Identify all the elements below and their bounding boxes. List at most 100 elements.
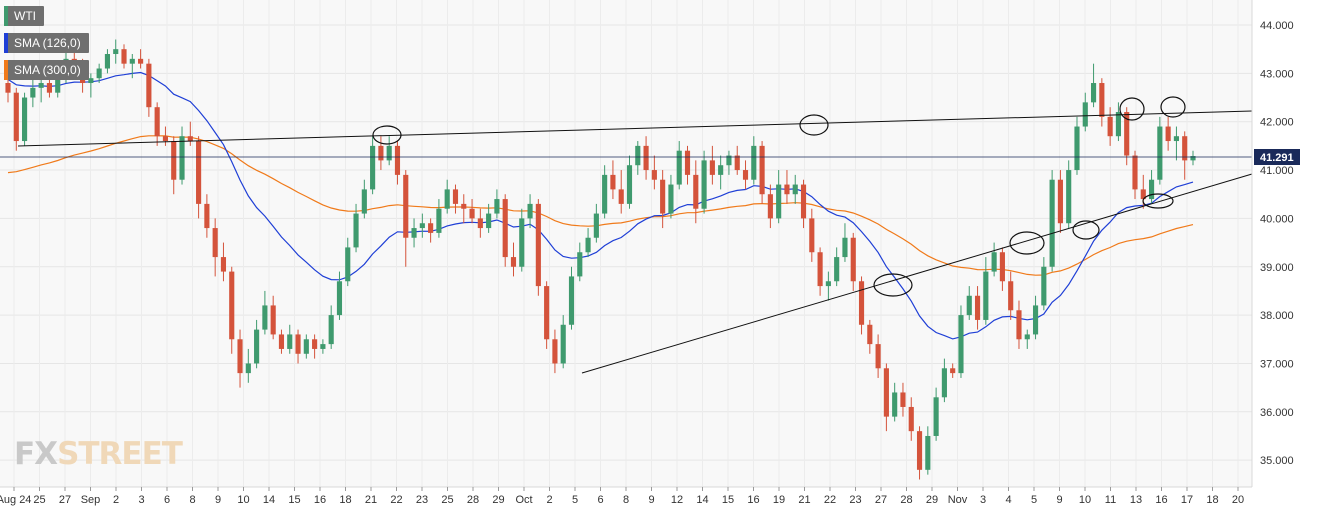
candle-up <box>22 97 28 142</box>
candle-up <box>1032 305 1039 335</box>
legend-symbol-swatch <box>4 6 8 26</box>
x-tick-label: 11 <box>1105 494 1116 506</box>
candle-up <box>842 237 848 258</box>
candle-up <box>386 145 392 161</box>
x-tick-label: 9 <box>648 494 654 506</box>
touch-circle-7 <box>1160 96 1186 118</box>
legend-sma-126-label: SMA (126,0) <box>14 36 81 50</box>
touch-circle-5 <box>1072 220 1100 240</box>
last-price-tag-bg <box>1254 149 1300 165</box>
candle-down <box>138 58 144 64</box>
x-tick-label: 18 <box>1206 494 1218 506</box>
candle-up <box>602 174 608 214</box>
candle-down <box>212 228 218 258</box>
x-tick-label: 8 <box>189 494 195 506</box>
candle-up <box>676 150 682 185</box>
candle-up <box>38 83 44 88</box>
x-tick-label: 22 <box>824 494 836 506</box>
x-tick-label: 2 <box>546 494 552 506</box>
y-tick-label: 38.000 <box>1260 310 1294 322</box>
x-axis: Aug 24 25 27 Sep 2 3 6 8 9 10 14 15 16 18 21 22 23 25 28 29… <box>0 487 1244 506</box>
x-tick-label: 18 <box>339 494 351 506</box>
grid <box>0 0 1252 487</box>
candle-up <box>958 315 964 374</box>
candle-up <box>336 281 343 316</box>
candle-down <box>394 145 401 175</box>
candle-down <box>660 179 666 214</box>
x-tick-label: 16 <box>1155 494 1167 506</box>
candle-up <box>1090 83 1097 103</box>
y-tick-label: 36.000 <box>1260 407 1294 419</box>
x-tick-label: 22 <box>390 494 402 506</box>
x-tick-label: 5 <box>1031 494 1037 506</box>
candle-down <box>510 257 517 267</box>
candle-down <box>900 392 906 407</box>
candle-down <box>684 150 691 175</box>
candle-up <box>1066 170 1072 224</box>
candle-up <box>726 155 732 166</box>
candle-up <box>776 184 782 219</box>
candle-down <box>5 83 11 93</box>
candle-up <box>834 257 840 282</box>
candle-down <box>171 141 177 180</box>
x-tick-label: 25 <box>33 494 45 506</box>
x-tick-label: 19 <box>773 494 785 506</box>
x-tick-label: 27 <box>59 494 71 506</box>
annotations <box>0 96 1253 374</box>
candle-up <box>1024 334 1030 340</box>
candle-up <box>941 368 947 398</box>
candle-down <box>461 203 467 209</box>
candle-up <box>96 68 102 79</box>
candle-down <box>817 252 823 287</box>
x-tick-label: 2 <box>113 494 119 506</box>
candle-up <box>411 228 417 238</box>
candle-down <box>916 431 923 470</box>
candle-up <box>966 295 972 316</box>
x-tick-label: 10 <box>1079 494 1091 506</box>
y-tick-label: 42.000 <box>1260 117 1294 129</box>
y-tick-label: 44.000 <box>1260 20 1294 32</box>
candle-up <box>668 184 674 214</box>
candle-down <box>477 218 483 229</box>
candle-up <box>585 237 591 253</box>
y-tick-label: 43.000 <box>1260 68 1294 80</box>
x-tick-label: Sep <box>81 494 101 506</box>
x-tick-label: 10 <box>237 494 249 506</box>
candle-down <box>950 368 956 374</box>
candle-down <box>693 174 699 209</box>
x-tick-label: 9 <box>1056 494 1062 506</box>
candle-up <box>626 165 633 204</box>
legend-sma-300-label: SMA (300,0) <box>14 63 81 77</box>
candle-down <box>452 189 459 204</box>
candle-up <box>1115 112 1121 137</box>
candle-down <box>544 286 550 340</box>
candle-down <box>146 63 152 108</box>
candle-up <box>701 160 707 209</box>
legend-symbol-label: WTI <box>14 9 36 23</box>
candle-up <box>718 165 724 175</box>
x-tick-label: 14 <box>696 494 708 506</box>
legend-sma-126[interactable]: SMA (126,0) <box>4 33 89 53</box>
legend-sma-300[interactable]: SMA (300,0) <box>4 60 89 80</box>
candle-up <box>113 49 119 55</box>
legend-symbol[interactable]: WTI <box>4 6 44 26</box>
candle-down <box>13 92 19 142</box>
candle-down <box>312 339 318 349</box>
candle-up <box>983 271 989 320</box>
candle-down <box>784 184 790 195</box>
legend-sma-300-swatch <box>4 60 8 80</box>
legend-sma-126-swatch <box>4 33 8 53</box>
candle-down <box>237 339 243 374</box>
x-tick-label: 4 <box>1005 494 1011 506</box>
candle-down <box>229 271 235 340</box>
candle-down <box>154 107 160 137</box>
candle-down <box>278 334 285 349</box>
candle-down <box>1107 116 1113 137</box>
x-tick-label: 3 <box>138 494 144 506</box>
candle-up <box>486 213 492 229</box>
candle-down <box>121 49 127 64</box>
candle-down <box>974 295 981 320</box>
touch-circle-4 <box>1009 231 1045 255</box>
x-tick-label: 20 <box>1232 494 1244 506</box>
